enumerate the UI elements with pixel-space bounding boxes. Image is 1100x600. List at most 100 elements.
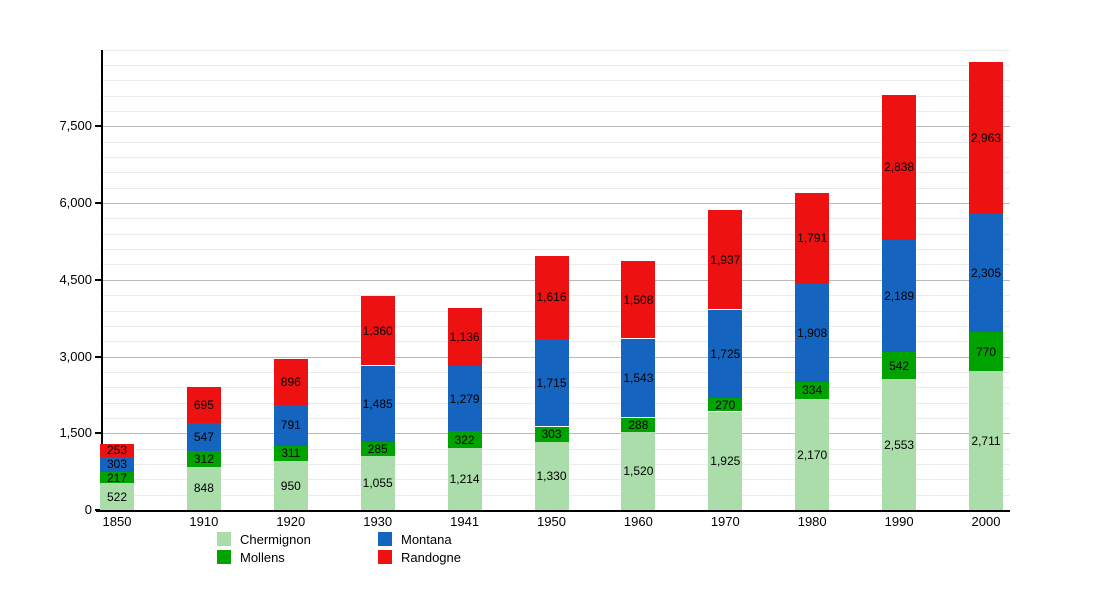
segment-value-label: 217 [106, 470, 128, 485]
bar-segment-montana: 303 [100, 456, 134, 473]
bar-segment-randogne: 1,508 [621, 261, 656, 339]
bar-segment-montana: 2,189 [882, 239, 917, 352]
bar-segment-mollens: 217 [100, 470, 134, 485]
bar-segment-randogne: 1,616 [534, 256, 569, 339]
y-tick-mark [95, 202, 102, 204]
segment-value-label: 1,485 [362, 396, 393, 411]
x-tick-label-1950: 1950 [537, 514, 566, 529]
segment-value-label: 334 [802, 383, 823, 398]
minor-gridline [102, 95, 1010, 97]
bar-segment-chermignon: 950 [273, 461, 308, 510]
segment-value-label: 322 [454, 432, 475, 447]
bar-segment-montana: 1,725 [708, 309, 743, 398]
y-tick-label: 3,000 [59, 348, 92, 364]
segment-value-label: 547 [193, 429, 214, 444]
segment-value-label: 542 [889, 358, 910, 373]
segment-value-label: 253 [106, 443, 128, 458]
segment-value-label: 311 [281, 446, 301, 461]
bar-segment-randogne: 2,838 [882, 94, 917, 240]
x-tick-label-1990: 1990 [884, 514, 914, 529]
legend-swatch-mollens [217, 550, 231, 564]
segment-value-label: 791 [280, 418, 301, 433]
bar-segment-mollens: 303 [534, 426, 569, 442]
segment-value-label: 2,305 [970, 265, 1002, 280]
segment-value-label: 1,508 [623, 292, 654, 307]
legend-label: Montana [401, 532, 452, 547]
y-tick-mark [95, 432, 102, 435]
bar-segment-montana: 1,543 [621, 338, 656, 418]
segment-value-label: 1,136 [449, 329, 480, 344]
bar-segment-montana: 2,305 [969, 214, 1003, 332]
minor-gridline [102, 249, 1010, 251]
legend-swatch-montana [378, 532, 392, 546]
bar-segment-montana: 1,279 [447, 366, 482, 432]
segment-value-label: 848 [193, 481, 214, 496]
segment-value-label: 1,214 [449, 471, 480, 486]
segment-value-label: 2,711 [971, 433, 1001, 448]
bar-segment-randogne: 695 [186, 387, 221, 423]
major-gridline [102, 203, 1010, 204]
legend-swatch-randogne [378, 550, 392, 564]
minor-gridline [102, 187, 1010, 189]
minor-gridline [102, 157, 1010, 158]
segment-value-label: 285 [367, 441, 388, 456]
bar-segment-chermignon: 1,925 [708, 411, 743, 510]
y-tick-label: 6,000 [59, 195, 92, 210]
x-tick-label-1941: 1941 [450, 514, 480, 529]
legend-label: Randogne [401, 550, 461, 565]
y-tick-label: 7,500 [59, 118, 92, 134]
minor-gridline [102, 233, 1010, 235]
x-tick-label-1930: 1930 [363, 514, 393, 529]
segment-value-label: 695 [193, 397, 214, 412]
segment-value-label: 896 [280, 375, 301, 390]
bar-segment-montana: 791 [273, 405, 308, 446]
segment-value-label: 950 [280, 478, 301, 493]
x-tick-label-1960: 1960 [623, 514, 653, 529]
legend-label: Chermignon [240, 532, 311, 547]
bar-segment-montana: 1,715 [534, 338, 569, 427]
bar-segment-randogne: 2,963 [969, 62, 1003, 214]
segment-value-label: 1,937 [710, 252, 741, 267]
bar-segment-mollens: 334 [795, 381, 830, 399]
y-tick-mark [95, 125, 102, 128]
minor-gridline [102, 49, 1010, 51]
bar-segment-chermignon: 1,214 [447, 447, 482, 510]
x-tick-label-1910: 1910 [189, 514, 219, 529]
bar-segment-mollens: 288 [621, 417, 656, 433]
bar-segment-mollens: 270 [708, 397, 743, 412]
bar-segment-montana: 1,908 [795, 284, 830, 382]
bar-segment-chermignon: 2,553 [882, 379, 917, 510]
segment-value-label: 288 [628, 417, 649, 432]
segment-value-label: 1,791 [797, 231, 828, 246]
x-tick-label-1920: 1920 [276, 514, 306, 529]
segment-value-label: 2,189 [884, 288, 915, 303]
bar-segment-randogne: 1,136 [447, 307, 482, 366]
bar-segment-chermignon: 1,330 [534, 442, 569, 510]
bar-segment-mollens: 311 [273, 445, 308, 462]
y-tick-label: 4,500 [59, 271, 92, 287]
bar-segment-mollens: 312 [186, 450, 221, 467]
bar-segment-randogne: 1,360 [360, 295, 395, 366]
segment-value-label: 1,925 [710, 453, 741, 468]
bar-segment-chermignon: 848 [186, 466, 221, 510]
bar-segment-montana: 1,485 [360, 365, 395, 442]
x-tick-label-1980: 1980 [797, 514, 827, 529]
segment-value-label: 1,520 [623, 464, 654, 479]
y-axis-line [101, 50, 103, 512]
segment-value-label: 1,616 [536, 290, 567, 305]
bar-segment-mollens: 285 [360, 441, 395, 456]
bar-segment-chermignon: 2,170 [795, 399, 830, 510]
segment-value-label: 522 [106, 489, 128, 504]
y-tick-label: 0 [84, 502, 92, 517]
segment-value-label: 270 [715, 397, 736, 412]
segment-value-label: 1,725 [710, 346, 741, 361]
x-tick-label-2000: 2000 [971, 514, 1001, 529]
x-tick-label-1970: 1970 [710, 514, 740, 529]
legend-label: Mollens [240, 550, 285, 565]
bar-segment-chermignon: 522 [100, 483, 134, 510]
segment-value-label: 1,360 [362, 323, 393, 338]
segment-value-label: 770 [975, 344, 997, 359]
segment-value-label: 1,715 [536, 375, 567, 390]
bar-segment-chermignon: 2,711 [969, 371, 1003, 510]
